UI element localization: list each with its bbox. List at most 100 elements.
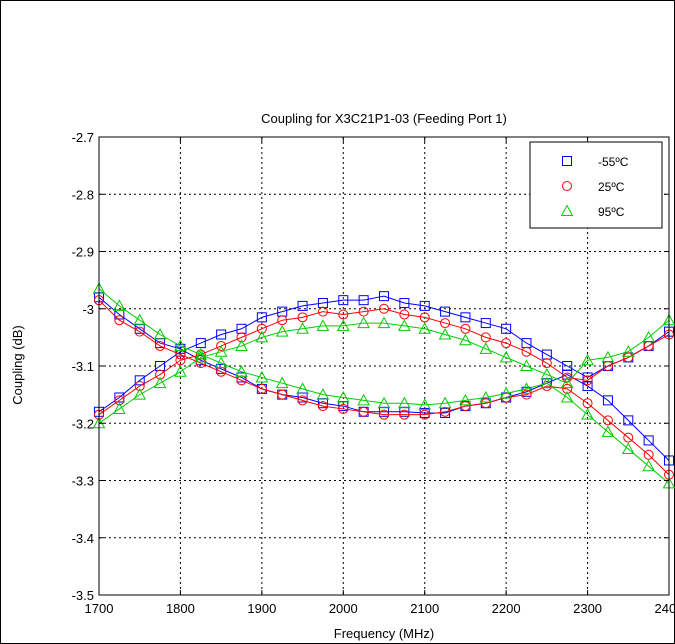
series-line xyxy=(98,288,670,484)
data-point-marker xyxy=(501,338,512,349)
x-tick-label: 1900 xyxy=(247,601,276,616)
data-point-marker xyxy=(256,312,267,323)
data-point-marker xyxy=(275,325,289,337)
data-point-marker xyxy=(216,363,227,374)
data-point-marker xyxy=(296,382,309,394)
x-tick-label: 1800 xyxy=(166,601,195,616)
y-tick-label: -2.8 xyxy=(72,187,94,202)
data-point-marker xyxy=(155,369,166,380)
y-tick-label: -3.3 xyxy=(72,474,94,489)
series-square-lower xyxy=(94,292,674,466)
data-point-marker xyxy=(317,306,328,317)
data-point-marker xyxy=(623,415,634,426)
x-tick-label: 2300 xyxy=(573,601,602,616)
data-point-marker xyxy=(560,390,574,403)
data-point-marker xyxy=(621,442,635,455)
data-point-marker xyxy=(134,375,145,386)
data-point-marker xyxy=(153,327,167,340)
data-point-marker xyxy=(379,303,389,314)
data-point-marker xyxy=(358,306,369,317)
data-point-marker xyxy=(601,350,615,363)
data-point-marker xyxy=(479,342,493,354)
data-point-marker xyxy=(358,406,369,417)
data-point-marker xyxy=(419,300,430,311)
x-tick-label: 2400 xyxy=(655,601,675,616)
legend-label: 95ºC xyxy=(598,205,625,219)
data-point-marker xyxy=(562,383,573,394)
data-point-marker xyxy=(316,319,330,331)
data-point-marker xyxy=(236,332,247,343)
data-point-marker xyxy=(642,459,655,472)
data-point-marker xyxy=(113,402,126,414)
data-point-marker xyxy=(560,376,574,389)
data-point-marker xyxy=(114,315,125,326)
data-point-marker xyxy=(582,375,593,386)
legend-box xyxy=(529,141,663,229)
data-point-marker xyxy=(134,381,145,392)
x-tick-label: 2000 xyxy=(329,601,358,616)
data-point-marker xyxy=(642,330,655,343)
data-point-marker xyxy=(480,318,491,329)
data-point-marker xyxy=(499,350,513,363)
data-point-marker xyxy=(499,386,513,399)
data-point-marker xyxy=(379,291,389,302)
data-point-marker xyxy=(540,368,554,380)
legend-label: -55ºC xyxy=(598,155,629,169)
data-point-marker xyxy=(336,319,350,331)
data-point-marker xyxy=(460,323,471,334)
data-point-marker xyxy=(480,398,491,409)
series-layer xyxy=(92,282,675,489)
data-point-marker xyxy=(438,327,452,340)
legend: -55ºC 25ºC 95ºC xyxy=(529,141,663,229)
data-point-marker xyxy=(623,432,634,443)
data-point-marker xyxy=(338,295,349,306)
x-tick-label: 2100 xyxy=(410,601,439,616)
data-point-marker xyxy=(317,401,328,412)
y-tick-label: -3.1 xyxy=(72,359,94,374)
data-point-marker xyxy=(275,376,289,389)
data-point-marker xyxy=(418,322,432,334)
data-point-marker xyxy=(316,388,330,400)
data-point-marker xyxy=(255,330,269,343)
data-point-marker xyxy=(419,312,430,323)
data-point-marker xyxy=(133,313,147,326)
data-point-marker xyxy=(460,312,471,323)
chart-title: Coupling for X3C21P1-03 (Feeding Port 1) xyxy=(261,111,507,126)
y-axis-label: Coupling (dB) xyxy=(10,325,25,405)
data-point-marker xyxy=(216,340,227,351)
data-point-marker xyxy=(377,316,391,329)
data-point-marker xyxy=(297,395,308,406)
data-point-marker xyxy=(419,409,430,420)
data-point-marker xyxy=(399,409,410,420)
data-point-marker xyxy=(521,346,532,357)
data-point-marker xyxy=(174,339,187,351)
data-point-marker xyxy=(357,393,370,406)
data-point-marker xyxy=(398,396,411,409)
data-point-marker xyxy=(582,381,593,392)
data-point-marker xyxy=(520,359,533,371)
grid-lines xyxy=(99,137,669,595)
data-point-marker xyxy=(277,389,288,400)
data-point-marker xyxy=(581,408,594,420)
data-point-marker xyxy=(134,326,145,337)
data-point-marker xyxy=(194,348,208,360)
data-point-marker xyxy=(358,295,369,306)
data-point-marker xyxy=(214,345,228,357)
data-point-marker xyxy=(297,300,308,311)
data-point-marker xyxy=(194,350,208,363)
data-point-marker xyxy=(235,365,248,377)
data-point-marker xyxy=(541,358,552,369)
data-point-marker xyxy=(174,365,187,377)
y-tick-label: -2.9 xyxy=(72,245,94,260)
data-point-marker xyxy=(255,370,269,383)
y-tick-label: -3.2 xyxy=(72,416,94,431)
data-point-marker xyxy=(480,332,491,343)
data-point-marker xyxy=(153,376,167,389)
data-point-marker xyxy=(175,355,186,366)
data-point-marker xyxy=(133,388,147,400)
data-point-marker xyxy=(440,318,451,329)
x-tick-label: 1700 xyxy=(85,601,114,616)
data-point-marker xyxy=(399,309,410,320)
data-point-marker xyxy=(459,333,472,346)
